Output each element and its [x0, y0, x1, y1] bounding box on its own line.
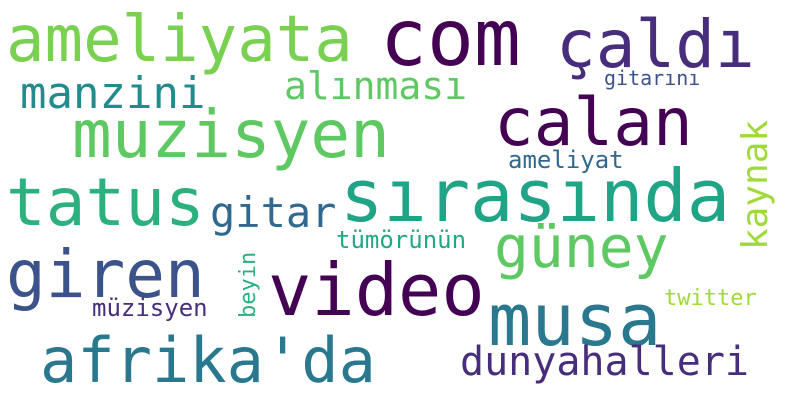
word-tatus: tatus: [6, 164, 205, 241]
word-gitarini: gitarını: [604, 66, 701, 90]
word-ameliyata: ameliyata: [6, 3, 353, 77]
word-manzini: manzini: [20, 68, 206, 119]
word-gitar: gitar: [210, 188, 337, 237]
word-muzisyen-2: müzisyen: [92, 294, 208, 322]
word-caldi: çaldı: [556, 6, 755, 83]
word-com: com: [380, 0, 521, 84]
word-calan: calan: [494, 84, 693, 161]
word-giren: giren: [6, 236, 205, 313]
word-tumorunun: tümörünün: [336, 226, 467, 254]
word-sirasinda: sırasında: [340, 154, 731, 238]
word-muzisyen: muzisyen: [72, 96, 390, 173]
word-twitter: twitter: [664, 286, 757, 311]
word-dunyahalleri: dunyahalleri: [460, 339, 749, 385]
word-musa: musa: [488, 278, 662, 362]
word-guney: güney: [494, 213, 669, 281]
word-afrikada: afrika'da: [40, 324, 376, 397]
word-ameliyat: ameliyat: [508, 146, 624, 174]
word-alinmasi: alınması: [284, 64, 468, 108]
word-beyin: beyin: [236, 251, 261, 318]
word-kaynak: kaynak: [735, 119, 776, 250]
word-video: video: [268, 248, 485, 332]
